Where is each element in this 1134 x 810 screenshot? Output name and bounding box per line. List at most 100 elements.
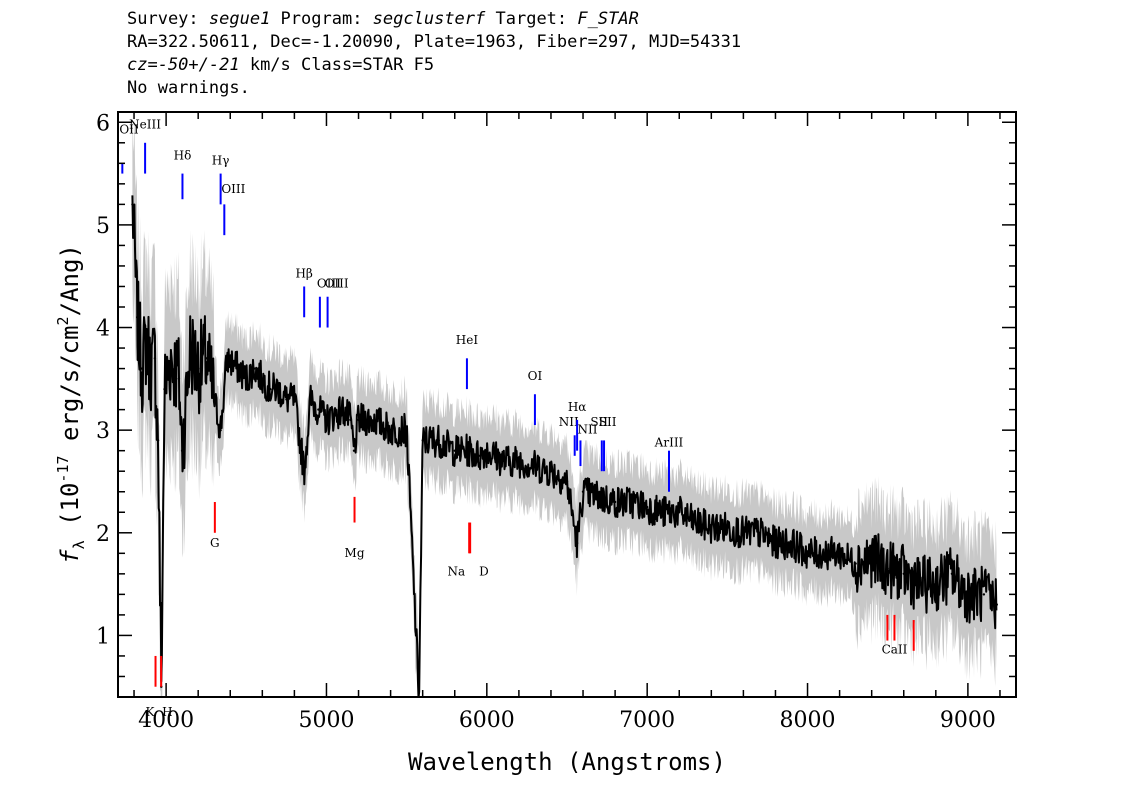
flux-point: [774, 541, 777, 545]
flux-point: [352, 449, 356, 452]
flux-point: [253, 367, 256, 370]
flux-point: [131, 203, 134, 206]
redshift-value: cz=-50+/-21: [127, 55, 240, 75]
flux-point: [197, 367, 200, 370]
flux-point: [629, 500, 633, 504]
header-line-warnings: No warnings.: [127, 78, 250, 98]
flux-point: [140, 367, 144, 370]
emission-line-label: Hα: [568, 400, 587, 414]
y-tick-label: 1: [96, 624, 110, 649]
x-tick-label: 9000: [940, 708, 996, 733]
flux-point: [373, 418, 376, 422]
flux-point: [213, 398, 216, 401]
x-tick-label: 6000: [459, 708, 515, 733]
flux-point: [245, 377, 248, 380]
y-axis-unit-suffix: /Ang): [56, 244, 84, 316]
class-text: km/s Class=STAR F5: [239, 55, 435, 75]
flux-point: [501, 459, 505, 463]
flux-point: [389, 429, 392, 432]
flux-point: [886, 567, 889, 570]
flux-point: [303, 470, 306, 473]
flux-point: [325, 418, 328, 422]
flux-point: [565, 480, 569, 483]
emission-line-label: NII: [577, 422, 597, 436]
flux-point: [934, 582, 937, 586]
y-axis-title: fλ (10-17 erg/s/cm2/Ang): [54, 244, 88, 564]
flux-point: [902, 572, 905, 575]
y-axis-exponent: -17: [54, 455, 72, 482]
plot-frame: [117, 111, 1017, 698]
emission-line-label: Hβ: [295, 266, 312, 280]
emission-line-label: SII: [599, 415, 617, 429]
y-tick-label: 3: [96, 419, 110, 444]
flux-point: [145, 336, 149, 339]
flux-point: [477, 454, 480, 457]
flux-point: [662, 511, 665, 514]
emission-line-label: OIII: [221, 182, 245, 196]
flux-point: [177, 377, 181, 380]
error-band: [132, 112, 997, 697]
flux-point: [694, 521, 697, 524]
flux-point: [581, 490, 585, 493]
flux-point: [437, 439, 440, 442]
y-axis-symbol: f: [56, 549, 84, 564]
spectrum-header: Survey: segue1 Program: segclusterf Targ…: [127, 8, 741, 100]
absorption-line-label: Mg: [345, 546, 365, 560]
target-value: F_STAR: [577, 9, 639, 29]
header-line-survey: Survey: segue1 Program: segclusterf Targ…: [127, 8, 741, 31]
flux-point: [950, 572, 954, 575]
flux-point: [225, 357, 229, 360]
flux-point: [549, 470, 553, 473]
x-tick-label: 7000: [619, 708, 675, 733]
error-band-layer: [132, 112, 997, 697]
flux-point: [742, 531, 745, 534]
flux-point: [163, 387, 166, 391]
flux-point: [790, 541, 793, 545]
emission-line-label: Hγ: [212, 153, 230, 167]
absorption-line-label: H: [162, 705, 172, 719]
flux-point: [710, 526, 713, 529]
flux-point: [277, 387, 280, 391]
absorption-line-label: G: [210, 536, 220, 550]
flux-point: [485, 449, 488, 452]
absorption-line-label: D: [479, 565, 489, 579]
flux-point: [309, 398, 312, 401]
flux-point: [405, 429, 408, 432]
flux-point: [646, 505, 649, 509]
flux-point: [357, 418, 360, 422]
flux-point: [136, 316, 139, 319]
flux-point: [918, 582, 921, 586]
x-tick-label: 4000: [138, 708, 194, 733]
flux-point: [533, 464, 537, 468]
flux-point: [261, 377, 264, 380]
emission-line-label: OI: [528, 369, 543, 383]
emission-line-label: Hδ: [174, 148, 192, 162]
flux-point: [575, 541, 579, 545]
flux-point: [341, 408, 344, 411]
flux-point: [189, 346, 192, 350]
x-tick-label: 8000: [780, 708, 836, 733]
emission-line-label: HeI: [456, 333, 479, 347]
program-value: segclusterf: [372, 9, 486, 29]
header-line-coordinates: RA=322.50611, Dec=-1.20090, Plate=1963, …: [127, 32, 742, 52]
flux-point: [838, 552, 841, 555]
flux-point: [758, 531, 761, 534]
y-tick-label: 4: [96, 317, 110, 342]
emission-line-label: NII: [559, 415, 579, 429]
flux-point: [293, 398, 296, 401]
flux-point: [870, 557, 873, 560]
flux-point: [517, 459, 521, 463]
emission-line-label: NeIII: [129, 118, 161, 132]
flux-point: [453, 449, 456, 452]
emission-line-label: SII: [590, 415, 608, 429]
y-axis-subscript: λ: [70, 540, 88, 549]
axes-layer: 4000 5000 6000 7000 8000 9000 1 2 3 4 5 6: [96, 111, 1016, 733]
x-axis-title: Wavelength (Angstroms): [408, 748, 726, 776]
flux-line: [131, 195, 998, 697]
flux-point: [726, 526, 729, 529]
flux-point: [421, 439, 424, 442]
x-tick-label: 5000: [298, 708, 354, 733]
flux-point: [317, 408, 320, 411]
flux-point: [995, 603, 998, 606]
emission-line-label: ArIII: [654, 436, 684, 450]
